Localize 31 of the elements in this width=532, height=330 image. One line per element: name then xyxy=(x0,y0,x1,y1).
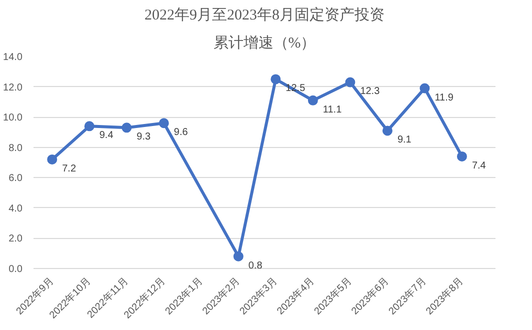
point xyxy=(382,126,392,136)
data-label: 9.4 xyxy=(99,130,114,142)
data-label: 9.1 xyxy=(397,134,412,146)
data-label: 7.2 xyxy=(62,163,76,174)
y-tick-label: 14.0 xyxy=(3,52,23,63)
data-label: 7.4 xyxy=(472,160,486,172)
y-tick-label: 6.0 xyxy=(8,173,23,184)
data-label: 9.6 xyxy=(174,127,188,138)
point xyxy=(270,74,281,84)
y-tick-label: 12.0 xyxy=(3,82,23,94)
y-tick-label: 10.0 xyxy=(3,112,23,124)
point xyxy=(345,77,356,88)
y-tick-label: 0.0 xyxy=(8,264,23,275)
chart-subtitle: 累计增速（%） xyxy=(213,34,316,52)
point xyxy=(47,154,58,164)
point xyxy=(420,83,430,94)
point xyxy=(158,118,169,128)
point xyxy=(456,151,467,162)
point xyxy=(84,121,94,132)
point xyxy=(233,251,244,262)
chart-title: 2022年9月至2023年8月固定资产投资 xyxy=(144,6,384,24)
point xyxy=(308,95,318,106)
data-label: 11.9 xyxy=(434,92,454,104)
data-label: 12.3 xyxy=(360,86,380,98)
y-tick-label: 4.0 xyxy=(8,203,23,214)
data-label: 9.3 xyxy=(136,132,151,143)
y-tick-label: 2.0 xyxy=(8,234,23,245)
data-label: 0.8 xyxy=(248,260,263,272)
data-label: 11.1 xyxy=(322,104,342,116)
point xyxy=(122,122,132,133)
y-tick-label: 8.0 xyxy=(8,142,23,154)
